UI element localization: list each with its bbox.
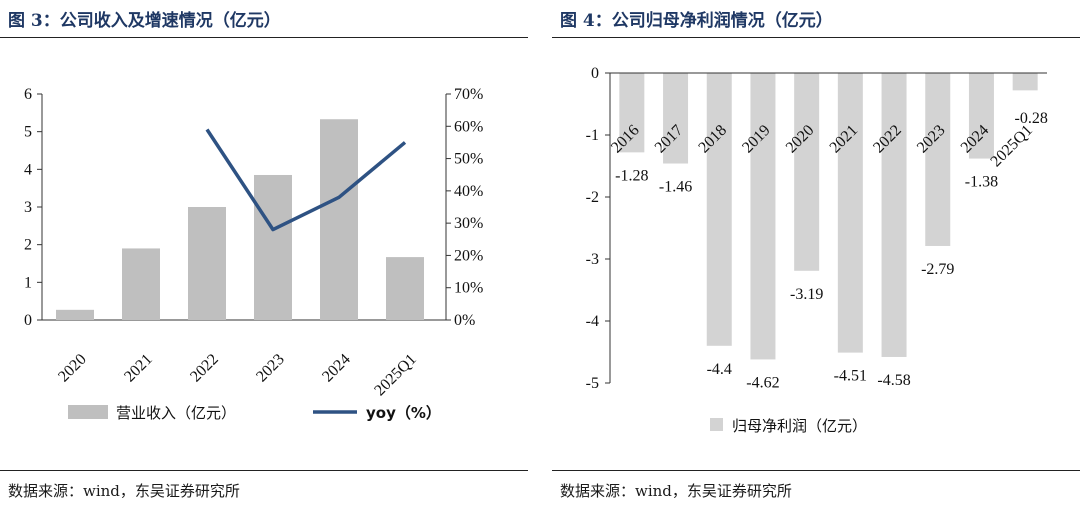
figure-3-bottom-rule bbox=[0, 470, 528, 471]
y-tick-label: 0 bbox=[591, 65, 599, 82]
legend-revenue-label: 营业收入（亿元） bbox=[116, 404, 236, 422]
right-y-tick-label: 40% bbox=[454, 183, 483, 200]
data-label-2022: -4.58 bbox=[877, 372, 910, 389]
right-y-tick-label: 10% bbox=[454, 280, 483, 297]
y-tick-label: -1 bbox=[586, 127, 599, 144]
right-y-tick-label: 20% bbox=[454, 247, 483, 264]
data-label-2024: -1.38 bbox=[965, 174, 998, 191]
x-tick-label-2022: 2022 bbox=[187, 351, 222, 386]
x-tick-label-2024: 2024 bbox=[319, 351, 354, 386]
y-tick-label: -2 bbox=[586, 189, 599, 206]
legend-profit-swatch bbox=[710, 418, 723, 431]
figure-4-title: 图 4：公司归母净利润情况（亿元） bbox=[560, 11, 833, 31]
revenue-bar-2020 bbox=[56, 309, 94, 320]
right-y-tick-label: 50% bbox=[454, 151, 483, 168]
figure-3-title: 图 3：公司收入及增速情况（亿元） bbox=[8, 11, 281, 31]
figure-3-top-rule bbox=[0, 37, 528, 38]
data-label-2019: -4.62 bbox=[746, 374, 779, 391]
profit-bar-2020 bbox=[794, 73, 820, 271]
left-y-tick-label: 1 bbox=[24, 274, 32, 291]
x-tick-label-2025Q1: 2025Q1 bbox=[371, 351, 419, 399]
right-y-tick-label: 0% bbox=[454, 312, 475, 329]
data-label-2018: -4.4 bbox=[707, 361, 732, 378]
left-y-tick-label: 5 bbox=[24, 124, 32, 141]
yoy-line bbox=[205, 128, 407, 232]
x-tick-label-2025Q1: 2025Q1 bbox=[987, 122, 1035, 170]
y-tick-label: -3 bbox=[586, 251, 599, 268]
revenue-bar-2021 bbox=[122, 248, 160, 320]
figure-3-source: 数据来源：wind，东吴证券研究所 bbox=[8, 482, 240, 500]
right-y-tick-label: 60% bbox=[454, 118, 483, 135]
revenue-bar-2023 bbox=[254, 174, 292, 320]
right-y-tick-label: 30% bbox=[454, 215, 483, 232]
legend-revenue-swatch bbox=[68, 405, 108, 419]
x-tick-label-2020: 2020 bbox=[55, 351, 90, 386]
left-y-tick-label: 4 bbox=[24, 161, 32, 178]
data-label-2025Q1: -0.28 bbox=[1014, 110, 1047, 127]
y-tick-label: -5 bbox=[586, 375, 599, 392]
left-y-tick-label: 2 bbox=[24, 237, 32, 254]
profit-bar-2016 bbox=[619, 73, 645, 153]
left-y-tick-label: 6 bbox=[24, 86, 32, 103]
profit-bar-2024 bbox=[968, 73, 994, 159]
revenue-bar-2024 bbox=[320, 119, 358, 320]
data-label-2021: -4.51 bbox=[834, 368, 867, 385]
profit-bar-2023 bbox=[925, 73, 951, 246]
profit-bar-2021 bbox=[837, 73, 863, 353]
left-y-tick-label: 0 bbox=[24, 312, 32, 329]
legend-yoy-label: yoy（%） bbox=[366, 404, 441, 422]
right-y-tick-label: 70% bbox=[454, 86, 483, 103]
profit-bar-2025Q1 bbox=[1012, 73, 1038, 91]
profit-bar-2018 bbox=[706, 73, 732, 346]
figure-4-top-rule bbox=[552, 37, 1080, 38]
data-label-2020: -3.19 bbox=[790, 286, 823, 303]
x-tick-label-2021: 2021 bbox=[121, 351, 156, 386]
figure-4-source: 数据来源：wind，东吴证券研究所 bbox=[560, 482, 792, 500]
profit-bar-2022 bbox=[881, 73, 907, 357]
data-label-2017: -1.46 bbox=[659, 179, 692, 196]
revenue-bar-2022 bbox=[188, 207, 226, 320]
data-label-2023: -2.79 bbox=[921, 261, 954, 278]
y-tick-label: -4 bbox=[586, 313, 599, 330]
x-tick-label-2023: 2023 bbox=[253, 351, 288, 386]
figure-3-panel: 图 3：公司收入及增速情况（亿元） 0 1 2 3 4 5 6 0% 10% 20% 30% 40% 5… bbox=[0, 0, 528, 508]
figure-4-bottom-rule bbox=[552, 470, 1080, 471]
left-y-tick-label: 3 bbox=[24, 199, 32, 216]
legend-profit-label: 归母净利润（亿元） bbox=[732, 417, 867, 435]
revenue-bar-2025Q1 bbox=[386, 257, 424, 320]
data-label-2016: -1.28 bbox=[615, 167, 648, 184]
figure-4-panel: 图 4：公司归母净利润情况（亿元） 0 -1 -2 -3 -4 -5 2016 2017 201… bbox=[552, 0, 1080, 508]
profit-bar-2019 bbox=[750, 73, 776, 360]
profit-bar-2017 bbox=[663, 73, 689, 164]
